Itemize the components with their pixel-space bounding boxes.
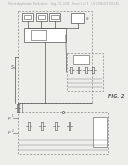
Text: $S$: $S$ (85, 15, 90, 21)
Bar (18, 112, 109, 154)
Bar (24, 15, 31, 19)
Bar (71, 13, 84, 23)
Bar (50, 13, 60, 21)
Bar (18, 11, 92, 103)
Text: FIG. 2: FIG. 2 (108, 94, 124, 99)
Text: $p$: $p$ (7, 115, 12, 121)
Text: 2: 2 (12, 129, 14, 133)
Bar (73, 55, 89, 64)
Bar (93, 117, 107, 147)
Bar (24, 28, 66, 42)
Bar (38, 15, 45, 19)
Bar (22, 13, 33, 21)
Text: Patent Application Publication    Aug. 30, 2006   Sheet 2 of 3    US 2006/019316: Patent Application Publication Aug. 30, … (8, 2, 120, 6)
Bar (36, 13, 47, 21)
Bar (31, 30, 46, 40)
Text: $S_n$: $S_n$ (10, 64, 17, 72)
Text: 1: 1 (12, 114, 14, 118)
Bar (67, 53, 103, 91)
Text: $p$: $p$ (7, 130, 12, 136)
Bar (51, 15, 58, 19)
